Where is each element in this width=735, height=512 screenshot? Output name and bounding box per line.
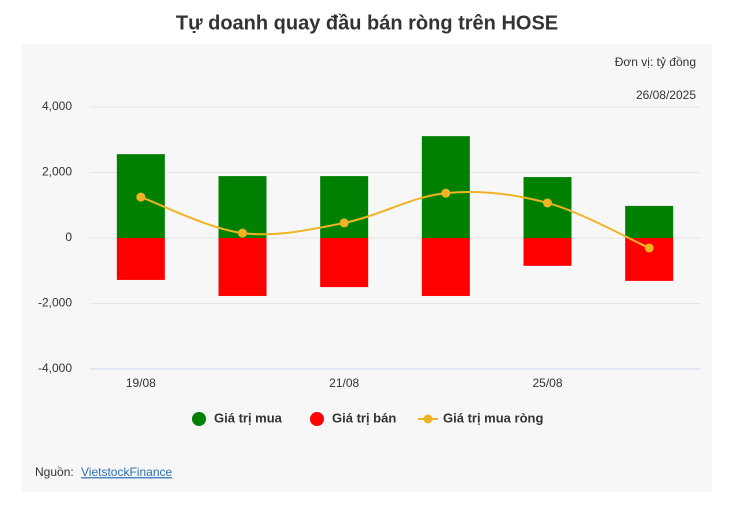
line-point	[441, 188, 451, 198]
bar	[625, 205, 674, 238]
x-tick-label: 19/08	[126, 376, 156, 390]
line-point	[136, 192, 146, 202]
line-point	[543, 198, 552, 208]
line-point	[238, 228, 247, 238]
bar	[320, 176, 369, 238]
line-point	[644, 243, 654, 253]
y-tick-label: 2,000	[42, 165, 72, 179]
bar	[218, 176, 267, 238]
bar	[421, 238, 470, 296]
y-tick-label: -2,000	[38, 296, 72, 310]
legend-symbol	[192, 412, 206, 426]
line	[140, 191, 650, 249]
bar	[421, 136, 470, 238]
source-link[interactable]: VietstockFinance	[81, 465, 172, 479]
source-prefix: Nguồn:	[35, 465, 74, 479]
bar	[320, 238, 369, 288]
x-tick-label: 21/08	[329, 376, 359, 390]
legend-symbol	[423, 414, 433, 424]
legend-label[interactable]: Giá trị mua	[214, 410, 283, 425]
y-tick-label: -4,000	[38, 361, 72, 375]
bar	[523, 238, 572, 266]
y-tick-label: 4,000	[42, 99, 72, 113]
legend-label[interactable]: Giá trị bán	[332, 410, 396, 425]
x-tick-label: 25/08	[532, 376, 562, 390]
line-point	[339, 218, 349, 228]
legend-symbol	[310, 412, 324, 426]
date-note: 26/08/2025	[636, 88, 696, 102]
unit-note: Đơn vị: tỷ đồng	[615, 55, 696, 69]
bar	[218, 238, 267, 296]
bar	[116, 238, 165, 280]
legend-label[interactable]: Giá trị mua ròng	[443, 410, 543, 425]
y-tick-label: 0	[65, 230, 72, 244]
chart-title: Tự doanh quay đầu bán ròng trên HOSE	[176, 12, 558, 34]
